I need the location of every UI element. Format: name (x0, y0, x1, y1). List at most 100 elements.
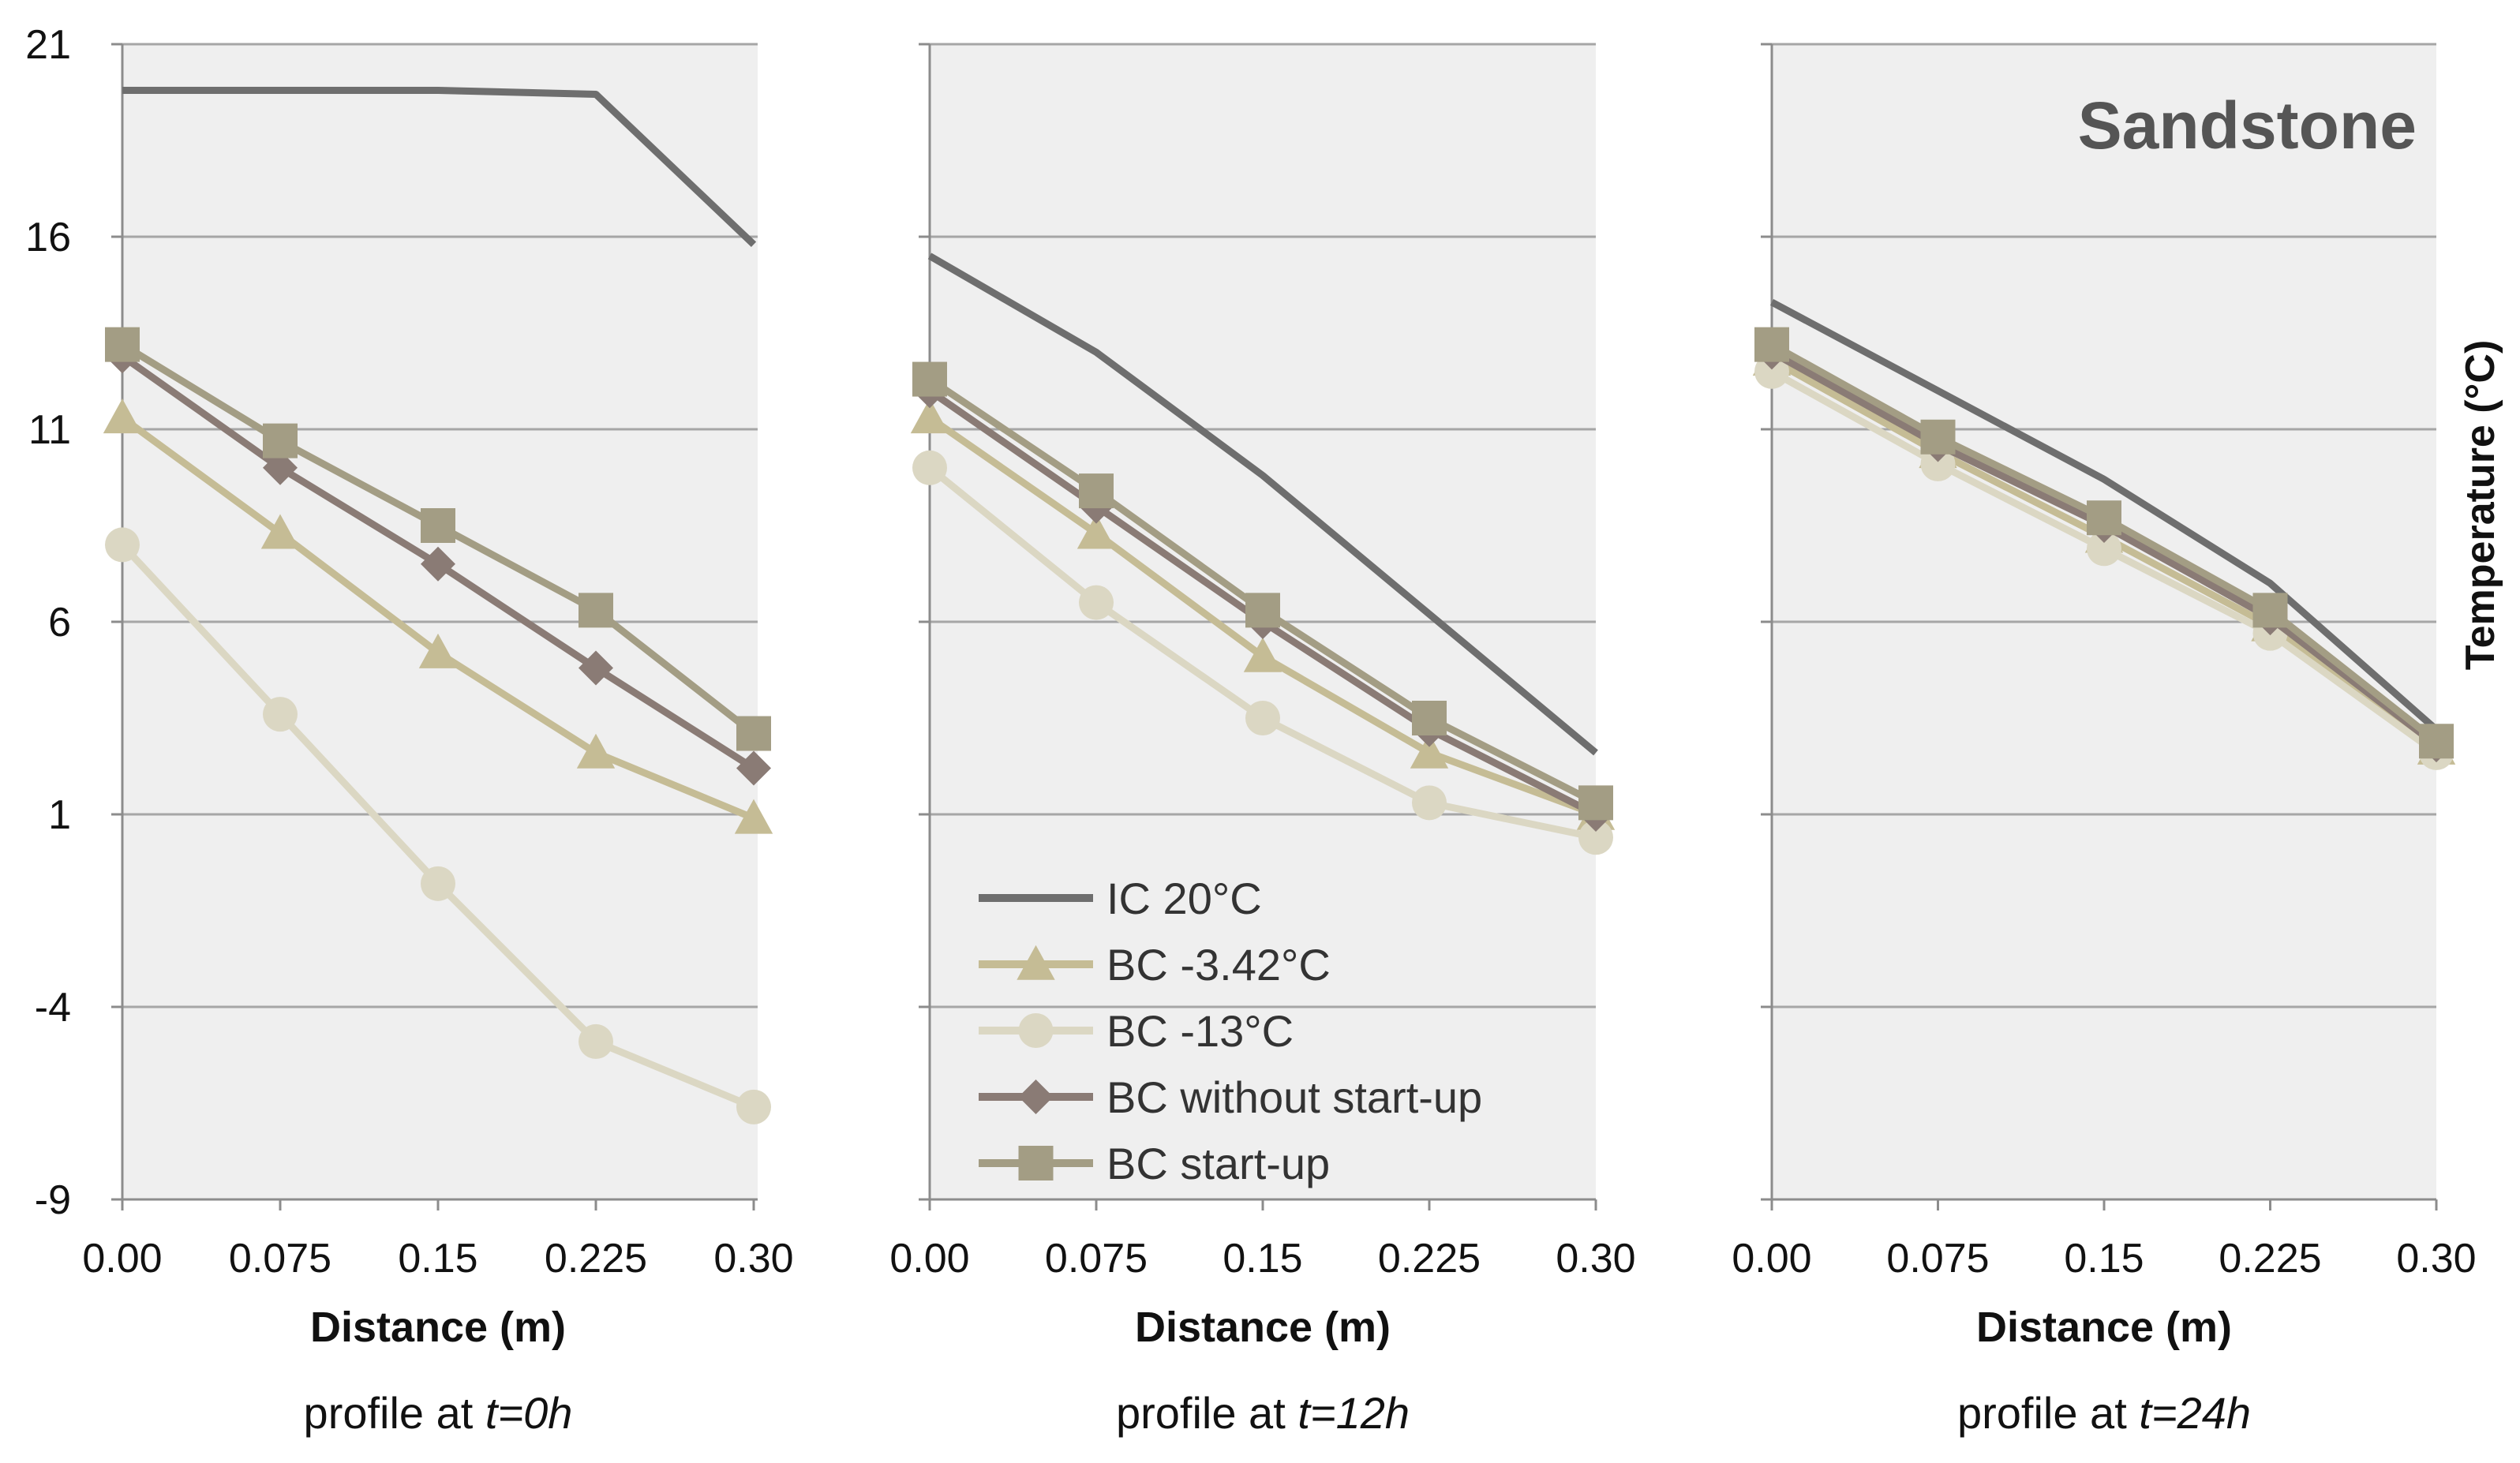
panel-caption: profile at t=0h (304, 1388, 573, 1438)
data-point-bc-3-42-c-2 (1243, 637, 1282, 672)
data-point-bc-13-c-2 (1245, 701, 1280, 735)
x-tick-label: 0.15 (398, 1236, 477, 1282)
x-tick-label: 0.225 (1378, 1236, 1481, 1282)
panel-caption-prefix: profile at (1116, 1388, 1297, 1438)
x-tick-label: 0.00 (889, 1236, 969, 1282)
data-point-bc-start-up-1 (1079, 473, 1114, 509)
x-axis-label: Distance (m) (310, 1304, 566, 1351)
x-tick-label: 0.00 (82, 1236, 162, 1282)
legend-entry-bc-without-start-up: BC without start-up (979, 1072, 1482, 1122)
data-point-bc-start-up-3 (2252, 593, 2288, 628)
y-tick-label: 1 (48, 792, 71, 838)
legend-entry-ic-20-c: IC 20°C (979, 874, 1262, 923)
x-tick-label: 0.075 (1045, 1236, 1148, 1282)
data-point-bc-without-start-up-3 (579, 650, 613, 686)
y-tick-label: 21 (25, 22, 71, 68)
data-point-bc-3-42-c-1 (260, 514, 300, 549)
data-point-bc-3-42-c-3 (1410, 733, 1449, 769)
panel-2: 0.00 0.075 0.15 0.225 0.30 Distance (m) profil… (889, 43, 1636, 1438)
y-tick-label: 11 (28, 407, 71, 453)
data-point-bc-without-start-up-1 (263, 450, 298, 485)
panel-caption-time: t=12h (1297, 1388, 1410, 1438)
chart-title: Sandstone (2078, 88, 2417, 163)
panel-caption-prefix: profile at (304, 1388, 485, 1438)
series-line-ic-20-c (122, 87, 757, 248)
data-point-bc-start-up-0 (1754, 327, 1789, 362)
data-point-bc-3-42-c-4 (734, 799, 773, 834)
data-point-bc-start-up-4 (1578, 785, 1613, 821)
data-point-bc-13-c-3 (1412, 785, 1447, 821)
data-point-bc-start-up-2 (421, 508, 455, 543)
panel-caption-time: t=24h (2139, 1388, 2251, 1438)
x-tick-label: 0.15 (2064, 1236, 2144, 1282)
data-point-bc-13-c-0 (912, 450, 947, 485)
data-point-bc-without-start-up-4 (736, 750, 771, 786)
panel-caption-prefix: profile at (1957, 1388, 2139, 1438)
x-axis-label: Distance (m) (1976, 1304, 2232, 1351)
y-tick-label: -4 (35, 985, 71, 1031)
data-point-bc-start-up-2 (1245, 593, 1280, 628)
data-point-bc-start-up-4 (736, 716, 771, 751)
data-point-bc-13-c-2 (421, 866, 455, 901)
legend-label: IC 20°C (1106, 874, 1262, 923)
legend-entry-bc-3-42-c: BC -3.42°C (979, 940, 1331, 990)
x-tick-label: 0.075 (229, 1236, 331, 1282)
data-point-bc-without-start-up-2 (421, 546, 455, 582)
legend-swatch-marker (1018, 1146, 1054, 1181)
x-tick-label: 0.15 (1223, 1236, 1302, 1282)
x-tick-label: 0.30 (1556, 1236, 1635, 1282)
data-point-bc-3-42-c-0 (103, 398, 142, 434)
y-tick-label: 6 (48, 600, 71, 645)
data-point-bc-3-42-c-1 (1077, 514, 1116, 549)
x-tick-label: 0.00 (1732, 1236, 1811, 1282)
panel-3: 0.00 0.075 0.15 0.225 0.30 Distance (m) profil… (1732, 43, 2477, 1438)
x-tick-label: 0.30 (2396, 1236, 2476, 1282)
x-tick-label: 0.075 (1886, 1236, 1989, 1282)
x-tick-label: 0.225 (2219, 1236, 2321, 1282)
legend-swatch-marker (1018, 1079, 1054, 1114)
legend-swatch-marker (1017, 945, 1055, 980)
legend: IC 20°C BC -3.42°C BC -13°C BC without star… (979, 874, 1482, 1188)
legend-entry-bc-start-up: BC start-up (979, 1139, 1330, 1188)
data-point-bc-start-up-0 (912, 361, 947, 397)
data-point-bc-start-up-1 (1920, 419, 1956, 455)
data-point-bc-3-42-c-3 (576, 733, 616, 769)
data-point-bc-13-c-0 (1754, 354, 1789, 389)
x-axis-label: Distance (m) (1135, 1304, 1391, 1351)
data-point-bc-13-c-4 (736, 1089, 771, 1124)
data-point-bc-13-c-4 (1578, 820, 1613, 855)
data-point-bc-13-c-1 (1079, 585, 1114, 620)
legend-swatch-marker (1018, 1013, 1054, 1048)
y-axis-label: Temperature (°C) (2458, 340, 2503, 671)
data-point-bc-13-c-0 (105, 527, 140, 563)
panel-caption: profile at t=24h (1957, 1388, 2251, 1438)
data-point-bc-13-c-3 (579, 1023, 613, 1059)
panel-1: 21 16 11 6 1 -4 -90.00 0.075 0.15 0.225 0.30 Distan… (25, 22, 793, 1438)
legend-label: BC -13°C (1106, 1006, 1294, 1056)
y-tick-label: -9 (35, 1177, 71, 1223)
data-point-bc-start-up-0 (105, 327, 140, 362)
data-point-bc-13-c-1 (263, 697, 298, 732)
series-line-ic-20-c (1769, 298, 2439, 733)
panel-caption: profile at t=12h (1116, 1388, 1410, 1438)
x-tick-label: 0.30 (713, 1236, 793, 1282)
data-point-bc-3-42-c-2 (418, 633, 458, 668)
data-point-bc-start-up-2 (2087, 500, 2121, 536)
data-point-bc-3-42-c-0 (910, 398, 949, 434)
data-point-bc-start-up-3 (1412, 701, 1447, 735)
legend-label: BC start-up (1106, 1139, 1330, 1188)
data-point-bc-start-up-1 (263, 423, 298, 458)
data-point-bc-start-up-3 (579, 593, 613, 628)
data-point-bc-13-c-1 (1920, 446, 1956, 481)
legend-label: BC without start-up (1106, 1072, 1482, 1122)
panel-caption-time: t=0h (485, 1388, 573, 1438)
legend-label: BC -3.42°C (1106, 940, 1331, 990)
data-point-bc-start-up-4 (2419, 724, 2454, 759)
x-tick-label: 0.225 (545, 1236, 647, 1282)
legend-entry-bc-13-c: BC -13°C (979, 1006, 1294, 1056)
series-line-ic-20-c (927, 253, 1598, 756)
y-tick-label: 16 (25, 215, 71, 260)
data-point-bc-13-c-2 (2087, 531, 2121, 567)
